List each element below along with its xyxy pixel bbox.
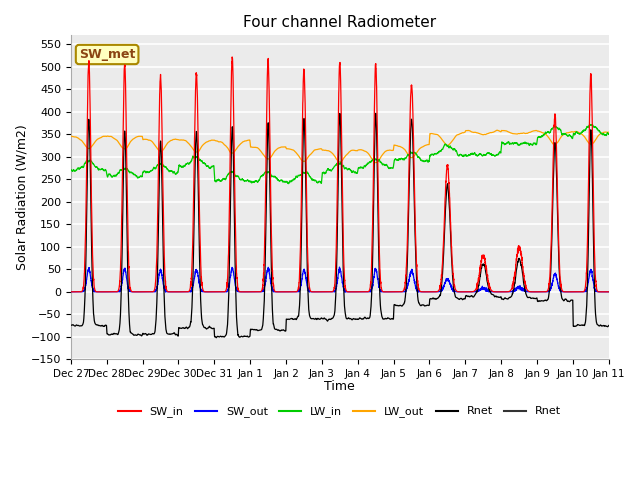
- Legend: SW_in, SW_out, LW_in, LW_out, Rnet, Rnet: SW_in, SW_out, LW_in, LW_out, Rnet, Rnet: [114, 402, 566, 422]
- Y-axis label: Solar Radiation (W/m2): Solar Radiation (W/m2): [15, 124, 28, 270]
- Title: Four channel Radiometer: Four channel Radiometer: [243, 15, 436, 30]
- X-axis label: Time: Time: [324, 381, 355, 394]
- Text: SW_met: SW_met: [79, 48, 135, 61]
